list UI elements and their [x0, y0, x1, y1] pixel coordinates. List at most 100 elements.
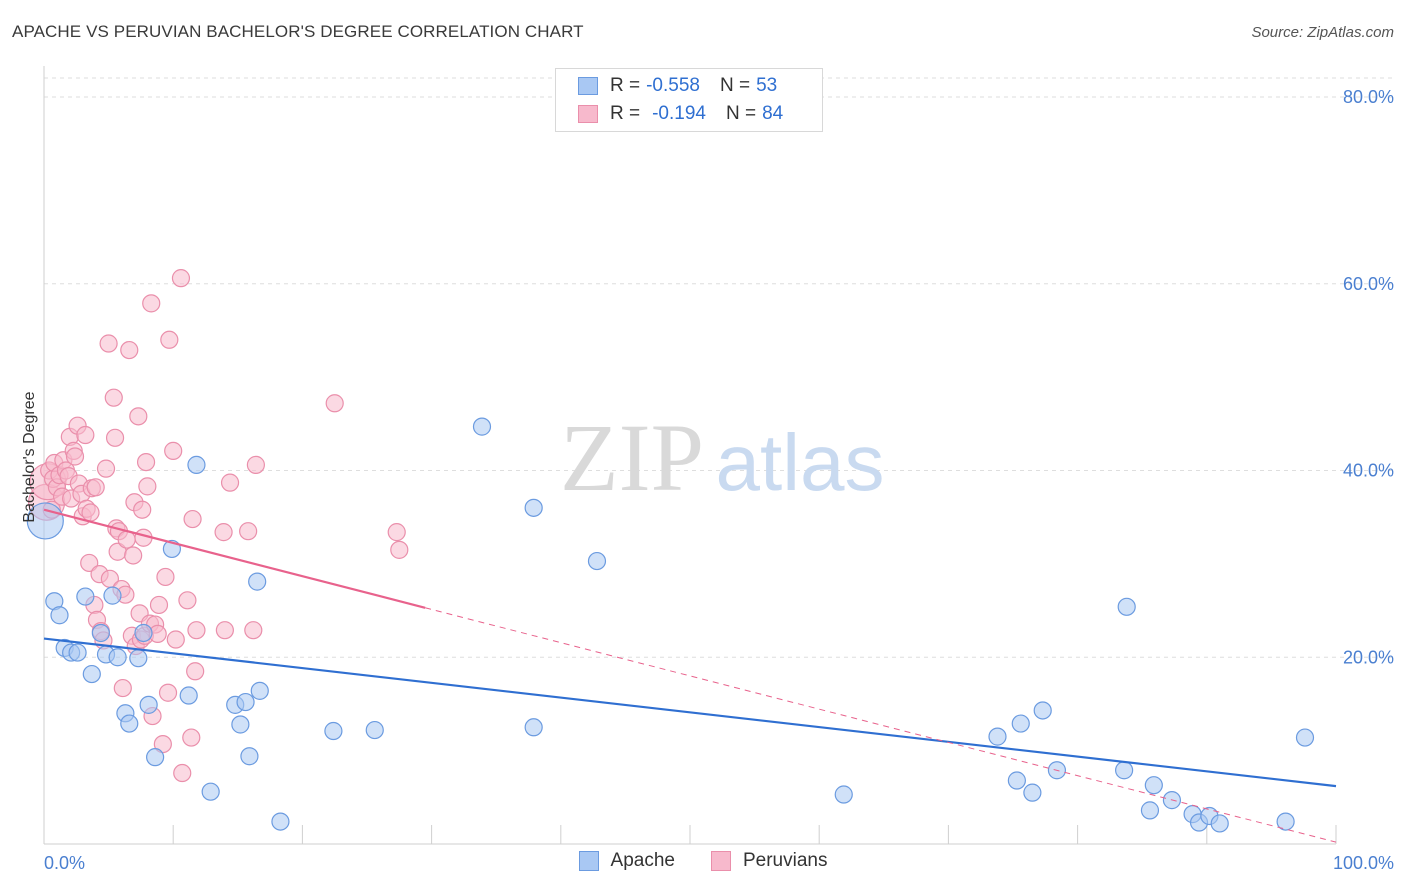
- peruvians-point: [120, 340, 139, 360]
- peruvians-point: [80, 553, 99, 573]
- correlation-legend: R = -0.558 N = 53 R = -0.194 N = 84: [555, 68, 823, 132]
- peruvians-point: [325, 394, 344, 413]
- apache-point: [134, 623, 153, 643]
- series-peruvians: [27, 269, 409, 783]
- apache-point: [587, 551, 607, 571]
- apache-point: [271, 812, 290, 831]
- legend-label-apache: Apache: [610, 850, 675, 871]
- apache-point: [988, 727, 1007, 746]
- peruvians-trend-line: [43, 508, 426, 609]
- trend-lines: [43, 508, 1337, 843]
- peruvians-point: [186, 662, 205, 681]
- watermark: ZIP atlas: [560, 404, 884, 511]
- peruvians-point: [158, 683, 178, 702]
- peruvians-point: [171, 269, 191, 288]
- y-tick-labels: 20.0% 40.0% 60.0% 80.0%: [1343, 87, 1394, 667]
- peruvians-point: [156, 567, 175, 587]
- peruvians-point: [173, 763, 192, 783]
- series-apache: [26, 417, 1315, 833]
- apache-point: [472, 417, 492, 436]
- legend-r-value: -0.558: [646, 75, 700, 96]
- apache-point: [146, 748, 165, 767]
- apache-point: [1011, 714, 1030, 733]
- grid-lines: [44, 77, 1394, 658]
- apache-point: [1033, 701, 1052, 720]
- apache-point: [76, 587, 95, 606]
- y-tick-label: 60.0%: [1343, 274, 1394, 294]
- peruvians-point: [239, 522, 258, 541]
- legend-item-apache[interactable]: Apache: [578, 850, 675, 872]
- legend-r-label: R =: [610, 103, 641, 124]
- apache-point: [103, 586, 122, 605]
- peruvians-swatch: [710, 851, 731, 871]
- y-tick-label: 80.0%: [1343, 87, 1394, 107]
- apache-point: [1295, 728, 1315, 747]
- peruvians-point: [183, 509, 202, 529]
- legend-n-label: N =: [719, 75, 751, 96]
- peruvians-point: [136, 452, 156, 472]
- apache-point: [1023, 783, 1042, 802]
- apache-point: [231, 715, 250, 734]
- x-tick-labels: 0.0% 100.0%: [44, 853, 1394, 873]
- watermark-atlas: atlas: [716, 418, 885, 507]
- peruvians-point: [81, 503, 100, 522]
- legend-row-apache: R = -0.558 N = 53: [578, 73, 777, 99]
- apache-point: [365, 720, 384, 740]
- apache-point: [1140, 801, 1160, 820]
- peruvians-trend-extension: [425, 607, 1337, 843]
- legend-n-value: 53: [756, 75, 778, 96]
- apache-point: [187, 455, 206, 474]
- legend-label-peruvians: Peruvians: [742, 850, 828, 871]
- apache-point: [120, 714, 139, 733]
- apache-point: [91, 623, 110, 643]
- x-tick-label: 100.0%: [1333, 853, 1394, 873]
- apache-point: [139, 695, 158, 714]
- apache-point: [50, 606, 69, 625]
- peruvians-point: [96, 459, 116, 478]
- peruvians-point: [160, 330, 179, 349]
- peruvians-point: [387, 523, 406, 542]
- apache-point: [1117, 597, 1136, 616]
- peruvians-point: [104, 388, 123, 407]
- apache-point: [236, 692, 255, 712]
- peruvians-point: [390, 540, 409, 559]
- apache-point: [524, 498, 543, 517]
- peruvians-point: [65, 447, 85, 466]
- apache-point: [1276, 812, 1295, 831]
- peruvians-point: [105, 428, 125, 447]
- watermark-zip: ZIP: [560, 404, 704, 511]
- apache-point: [250, 681, 269, 700]
- peruvians-swatch: [578, 105, 598, 123]
- peruvians-point: [164, 441, 183, 460]
- peruvians-point: [149, 595, 169, 615]
- peruvians-point: [166, 630, 185, 649]
- apache-point: [1007, 771, 1026, 790]
- peruvians-point: [138, 477, 157, 496]
- apache-point: [201, 782, 220, 801]
- legend-n-value: 84: [762, 103, 784, 124]
- series-legend: Apache Peruvians: [0, 850, 1406, 872]
- apache-point: [129, 649, 148, 668]
- peruvians-point: [99, 334, 118, 353]
- peruvians-point: [76, 425, 95, 445]
- apache-swatch: [578, 77, 598, 95]
- apache-point: [68, 643, 87, 662]
- apache-trend-line: [43, 637, 1337, 788]
- x-tick-label: 0.0%: [44, 853, 85, 873]
- peruvians-point: [129, 407, 148, 426]
- peruvians-point: [220, 473, 240, 492]
- peruvians-point: [142, 294, 161, 313]
- apache-point: [834, 785, 853, 804]
- legend-item-peruvians[interactable]: Peruvians: [710, 850, 828, 872]
- peruvians-point: [246, 455, 265, 474]
- apache-point: [108, 648, 127, 667]
- legend-row-peruvians: R = -0.194 N = 84: [578, 101, 783, 127]
- source-credit: Source: ZipAtlas.com: [1251, 24, 1394, 41]
- legend-n-label: N =: [725, 103, 757, 124]
- peruvians-point: [133, 500, 152, 519]
- axes: [43, 66, 1337, 845]
- apache-swatch: [578, 851, 599, 871]
- apache-point: [248, 572, 267, 591]
- peruvians-point: [124, 546, 143, 565]
